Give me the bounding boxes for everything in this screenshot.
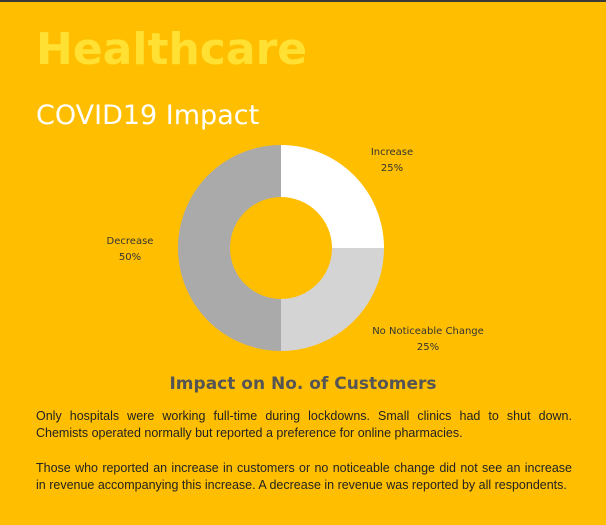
slice-label: No Noticeable Change <box>372 326 484 337</box>
chart-title: Impact on No. of Customers <box>169 374 437 394</box>
slice-label: Increase <box>371 147 413 158</box>
page-subtitle: COVID19 Impact <box>36 100 260 131</box>
slice-label: Decrease <box>107 236 154 247</box>
donut-chart: Increase 25% No Noticeable Change 25% Decrea… <box>107 145 484 353</box>
body-paragraph-2: Those who reported an increase in custom… <box>36 461 572 492</box>
donut-slice-no-noticeable-change <box>281 248 384 351</box>
donut-slice-decrease <box>178 145 281 351</box>
top-border <box>0 0 606 2</box>
donut-slice-increase <box>281 145 384 248</box>
slice-percent-label: 25% <box>381 163 403 174</box>
slice-percent-label: 50% <box>119 252 141 263</box>
slice-percent-label: 25% <box>417 342 439 353</box>
page-title: Healthcare <box>36 24 308 75</box>
body-paragraph-1: Only hospitals were working full-time du… <box>36 409 572 440</box>
